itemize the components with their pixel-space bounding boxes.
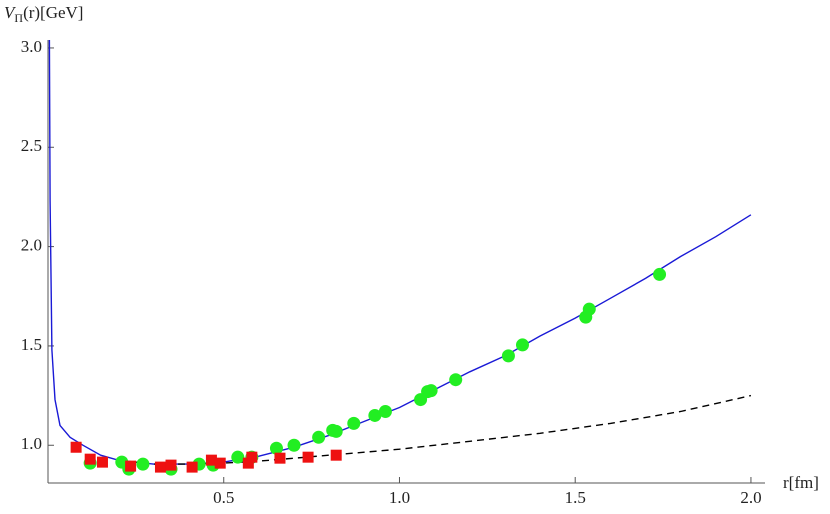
data-point xyxy=(449,373,463,387)
curve xyxy=(118,394,752,465)
y-label-unit: (r)[GeV] xyxy=(23,3,83,22)
data-point xyxy=(653,267,667,281)
data-point xyxy=(287,438,301,452)
data-point xyxy=(242,457,254,469)
data-point xyxy=(205,454,217,466)
y-label-symbol: V xyxy=(4,3,17,22)
data-point xyxy=(515,338,529,352)
data-point xyxy=(302,451,314,463)
y-tick-label: 3.0 xyxy=(21,37,42,56)
data-point xyxy=(582,302,596,316)
data-point xyxy=(84,453,96,465)
x-tick-label: 1.0 xyxy=(389,488,410,507)
y-axis-label: VΠ(r)[GeV] xyxy=(4,3,83,25)
data-point xyxy=(368,408,382,422)
data-point xyxy=(96,456,108,468)
data-point xyxy=(186,461,198,473)
data-point xyxy=(136,457,150,471)
y-tick-label: 1.0 xyxy=(21,434,42,453)
curve xyxy=(48,39,752,465)
data-point xyxy=(70,441,82,453)
data-point xyxy=(269,441,283,455)
data-point xyxy=(246,451,258,463)
x-tick-label: 0.5 xyxy=(213,488,234,507)
data-point xyxy=(330,449,342,461)
data-point xyxy=(231,450,245,464)
data-point xyxy=(274,452,286,464)
data-point xyxy=(154,461,166,473)
y-label-subscript: Π xyxy=(14,11,23,25)
data-point xyxy=(214,457,226,469)
x-tick-label: 1.5 xyxy=(565,488,586,507)
data-point xyxy=(501,349,515,363)
y-tick-label: 2.0 xyxy=(21,236,42,255)
x-axis-label: r[fm] xyxy=(783,473,819,492)
data-point xyxy=(312,430,326,444)
y-tick-label: 2.5 xyxy=(21,136,42,155)
data-point xyxy=(329,424,343,438)
data-point xyxy=(378,404,392,418)
data-point xyxy=(424,384,438,398)
y-tick-label: 1.5 xyxy=(21,335,42,354)
data-point xyxy=(347,416,361,430)
data-point xyxy=(165,459,177,471)
data-point xyxy=(125,460,137,472)
x-tick-label: 2.0 xyxy=(740,488,761,507)
